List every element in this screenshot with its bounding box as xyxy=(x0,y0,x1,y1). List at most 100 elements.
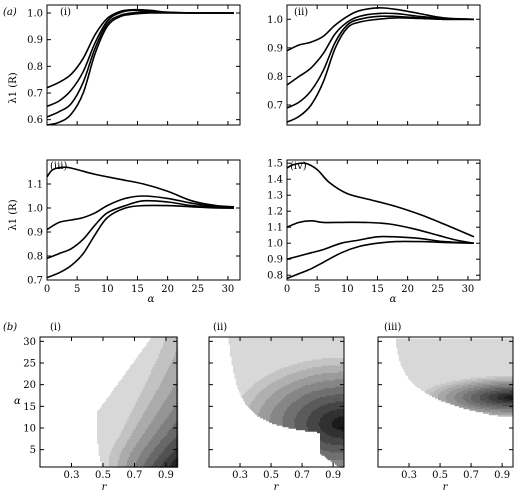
contour-cell xyxy=(124,401,126,404)
contour-cell xyxy=(113,398,116,401)
contour-cell xyxy=(335,355,337,357)
contour-cell xyxy=(172,457,174,459)
contour-cell xyxy=(143,401,146,404)
contour-cell xyxy=(151,440,153,443)
contour-cell xyxy=(142,460,144,462)
contour-cell xyxy=(124,406,126,408)
contour-cell xyxy=(245,353,247,356)
contour-cell xyxy=(136,451,138,453)
contour-cell xyxy=(158,379,161,381)
contour-cell xyxy=(103,422,105,425)
contour-cell xyxy=(175,436,177,438)
contour-cell xyxy=(125,391,128,393)
contour-cell xyxy=(231,337,234,339)
contour-cell xyxy=(315,347,318,350)
contour-cell xyxy=(175,430,177,432)
contour-cell xyxy=(137,445,140,447)
contour-cell xyxy=(149,355,152,357)
contour-cell xyxy=(137,416,140,419)
contour-cell xyxy=(137,376,140,378)
contour-cell xyxy=(134,430,137,432)
contour-cell xyxy=(128,403,131,405)
contour-cell xyxy=(169,386,171,389)
contour-cell xyxy=(169,439,171,441)
contour-cell xyxy=(128,425,131,428)
contour-cell xyxy=(164,416,167,419)
contour-cell xyxy=(173,401,176,404)
contour-cell xyxy=(143,433,146,435)
contour-cell xyxy=(122,445,125,447)
contour-cell xyxy=(258,341,261,344)
contour-cell xyxy=(148,457,150,459)
contour-cell xyxy=(107,419,110,422)
contour-cell xyxy=(172,416,174,419)
contour-cell xyxy=(122,391,125,393)
contour-cell xyxy=(151,353,153,356)
contour-cell xyxy=(267,352,270,354)
contour-cell xyxy=(312,344,315,347)
contour-cell xyxy=(151,386,153,389)
contour-cell xyxy=(261,352,264,354)
contour-cell xyxy=(109,397,111,399)
contour-cell xyxy=(148,407,150,410)
contour-cell xyxy=(306,341,309,344)
contour-cell xyxy=(119,433,122,435)
contour-cell xyxy=(107,445,110,447)
contour-cell xyxy=(137,442,140,444)
contour-cell xyxy=(317,338,319,341)
contour-cell xyxy=(106,404,108,407)
contour-cell xyxy=(172,418,174,420)
contour-cell xyxy=(133,424,135,426)
contour-cell xyxy=(166,449,168,452)
contour-cell xyxy=(154,380,156,383)
contour-cell xyxy=(119,455,122,458)
contour-cell xyxy=(281,341,283,344)
contour-cell xyxy=(158,461,161,464)
contour-cell xyxy=(281,347,283,350)
contour-cell xyxy=(149,364,152,366)
contour-cell xyxy=(160,461,162,464)
contour-cell xyxy=(110,403,113,405)
contour-cell xyxy=(300,343,303,345)
contour-cell xyxy=(302,349,304,351)
contour-cell xyxy=(151,410,153,413)
contour-cell xyxy=(136,430,138,432)
contour-cell xyxy=(263,344,265,347)
contour-cell xyxy=(154,455,156,458)
contour-cell xyxy=(133,370,135,372)
contour-cell xyxy=(155,454,158,456)
contour-cell xyxy=(103,452,105,455)
contour-cell xyxy=(237,352,240,354)
contour-cell xyxy=(142,374,144,377)
contour-cell xyxy=(148,428,150,431)
contour-cell xyxy=(279,353,282,356)
contour-cell xyxy=(249,337,252,339)
contour-cell xyxy=(151,368,153,371)
contour-cell xyxy=(115,406,117,408)
contour-cell xyxy=(166,431,168,434)
contour-cell xyxy=(107,403,110,405)
contour-cell xyxy=(119,461,122,464)
contour-cell xyxy=(299,352,301,354)
contour-cell xyxy=(311,347,313,350)
contour-cell xyxy=(154,404,156,407)
contour-cell xyxy=(139,374,141,377)
contour-cell xyxy=(172,460,174,462)
contour-cell xyxy=(166,425,168,428)
contour-cell xyxy=(320,353,322,356)
contour-cell xyxy=(160,353,162,356)
contour-cell xyxy=(148,409,150,411)
contour-cell xyxy=(245,346,247,348)
contour-cell xyxy=(160,413,162,416)
contour-cell xyxy=(107,427,110,429)
contour-cell xyxy=(318,355,321,357)
contour-cell xyxy=(161,449,164,452)
contour-cell xyxy=(161,431,164,434)
contour-cell xyxy=(327,341,330,344)
contour-cell xyxy=(154,400,156,402)
contour-cell xyxy=(122,433,125,435)
contour-cell xyxy=(149,409,152,411)
contour-cell xyxy=(302,355,304,357)
contour-cell xyxy=(172,463,174,465)
contour-cell xyxy=(152,463,155,465)
